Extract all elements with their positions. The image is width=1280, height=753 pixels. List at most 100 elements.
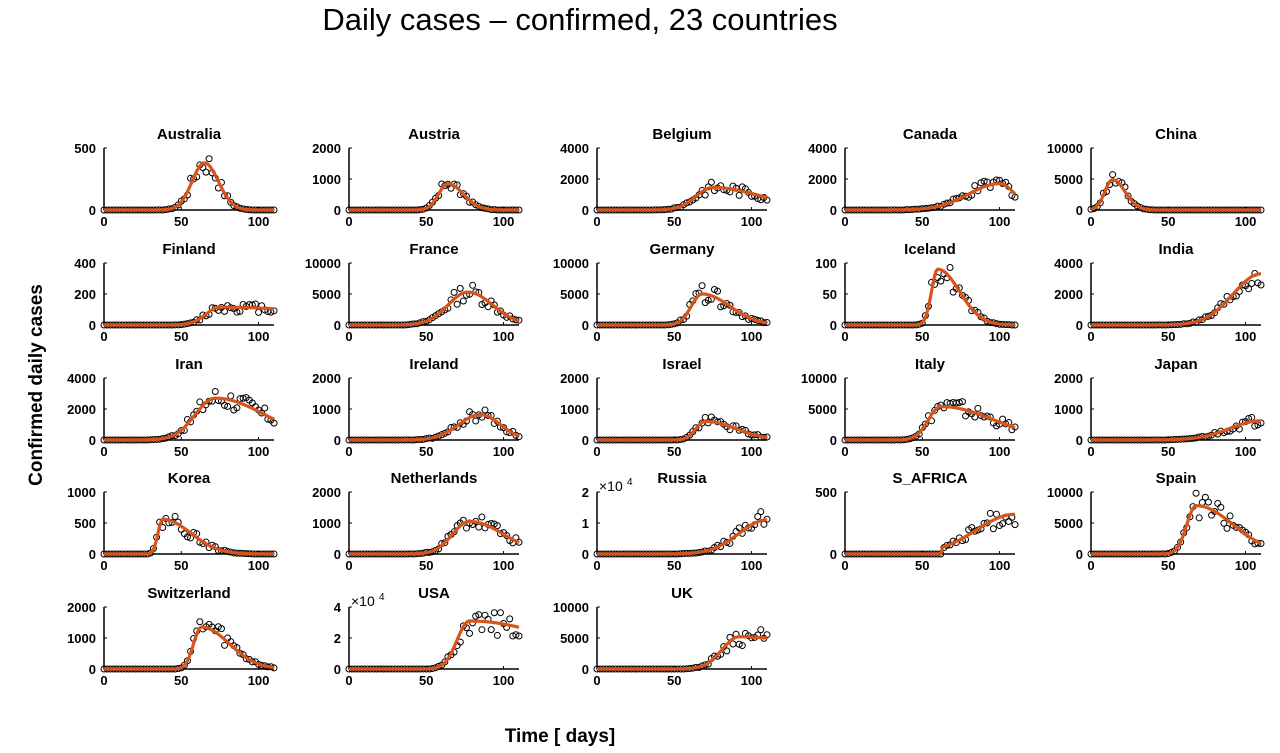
y-tick-label: 2 (582, 485, 589, 500)
y-tick-label: 500 (74, 141, 96, 156)
data-point (1201, 493, 1209, 501)
data-point (221, 641, 229, 649)
data-point (217, 625, 225, 633)
data-point (701, 413, 709, 421)
data-point (487, 626, 495, 634)
x-tick-label: 0 (593, 558, 600, 573)
y-tick-label: 2000 (1054, 287, 1083, 302)
x-tick-label: 100 (248, 558, 270, 573)
data-point (974, 404, 982, 412)
y-tick-label: 200 (74, 287, 96, 302)
x-tick-label: 50 (174, 444, 188, 459)
panel-title: Italy (915, 356, 946, 373)
x-tick-label: 0 (100, 444, 107, 459)
y-tick-label: 2000 (808, 172, 837, 187)
y-tick-label: 2000 (312, 371, 341, 386)
y-exponent-power: 4 (379, 592, 385, 603)
data-point (735, 191, 743, 199)
data-point (466, 629, 474, 637)
x-tick-label: 100 (989, 329, 1011, 344)
x-tick-label: 100 (493, 444, 515, 459)
data-point (1226, 512, 1234, 520)
data-point (490, 609, 498, 617)
y-axis-label: Confirmed daily cases (26, 284, 47, 486)
data-point (183, 533, 191, 541)
y-tick-label: 0 (1076, 318, 1083, 333)
data-point (704, 296, 712, 304)
data-point (478, 626, 486, 634)
x-tick-label: 0 (841, 444, 848, 459)
panel-usa: USA 0 50 100 0 2 4 ×10 4 (334, 585, 523, 688)
data-point (937, 277, 945, 285)
fit-curve (596, 635, 768, 671)
data-point (980, 177, 988, 185)
x-axis-label: Time [ days] (504, 726, 616, 747)
data-point (493, 631, 501, 639)
data-point (462, 524, 470, 532)
x-tick-label: 50 (667, 214, 681, 229)
x-tick-label: 0 (345, 329, 352, 344)
data-point (224, 402, 232, 410)
y-tick-label: 0 (89, 203, 96, 218)
fit-curve (103, 161, 275, 212)
panel-title: India (1158, 241, 1194, 258)
data-point (484, 303, 492, 311)
x-tick-label: 50 (915, 329, 929, 344)
x-tick-label: 50 (1161, 329, 1175, 344)
data-point (496, 609, 504, 617)
x-tick-label: 0 (841, 214, 848, 229)
data-point (707, 178, 715, 186)
data-point (187, 534, 195, 542)
panel-title: Israel (662, 356, 701, 373)
data-point (701, 191, 709, 199)
x-tick-label: 0 (841, 558, 848, 573)
panel-spain: Spain 0 50 100 0 5000 10000 (1047, 470, 1265, 573)
fit-curve (1090, 504, 1262, 556)
data-point (221, 401, 229, 409)
y-exponent-label: ×10 (599, 478, 623, 494)
x-tick-label: 100 (741, 558, 763, 573)
data-point (754, 512, 762, 520)
data-point (1109, 171, 1117, 179)
x-tick-label: 50 (419, 558, 433, 573)
y-tick-label: 0 (582, 318, 589, 333)
x-tick-label: 0 (345, 558, 352, 573)
x-tick-label: 0 (100, 558, 107, 573)
data-point (202, 168, 210, 176)
panel-title: Germany (649, 241, 715, 258)
panel-germany: Germany 0 50 100 0 5000 10000 (553, 241, 771, 344)
y-tick-label: 5000 (560, 287, 589, 302)
data-point (1204, 498, 1212, 506)
x-tick-label: 100 (493, 214, 515, 229)
x-tick-label: 100 (248, 214, 270, 229)
fit-curve (1090, 419, 1262, 442)
data-point (698, 282, 706, 290)
x-tick-label: 0 (345, 444, 352, 459)
y-tick-label: 0 (830, 433, 837, 448)
fit-curve (348, 182, 520, 212)
data-point (1011, 193, 1019, 201)
y-tick-label: 0 (334, 318, 341, 333)
y-tick-label: 5000 (808, 402, 837, 417)
data-point (196, 618, 204, 626)
x-tick-label: 100 (1235, 558, 1257, 573)
x-tick-label: 50 (915, 558, 929, 573)
y-tick-label: 10000 (1047, 485, 1083, 500)
y-tick-label: 2 (334, 631, 341, 646)
panel-title: Iceland (904, 241, 956, 258)
panel-title: Ireland (409, 356, 458, 373)
data-point (1195, 514, 1203, 522)
x-tick-label: 0 (345, 214, 352, 229)
panel-s_africa: S_AFRICA 0 50 100 0 500 (815, 470, 1019, 573)
data-point (469, 281, 477, 289)
data-point (1251, 422, 1259, 430)
data-point (441, 658, 449, 666)
fit-curve (844, 512, 1016, 556)
data-point (1217, 503, 1225, 511)
data-point (717, 303, 725, 311)
x-tick-label: 50 (419, 444, 433, 459)
y-tick-label: 1000 (560, 402, 589, 417)
data-point (962, 412, 970, 420)
x-tick-label: 50 (667, 444, 681, 459)
